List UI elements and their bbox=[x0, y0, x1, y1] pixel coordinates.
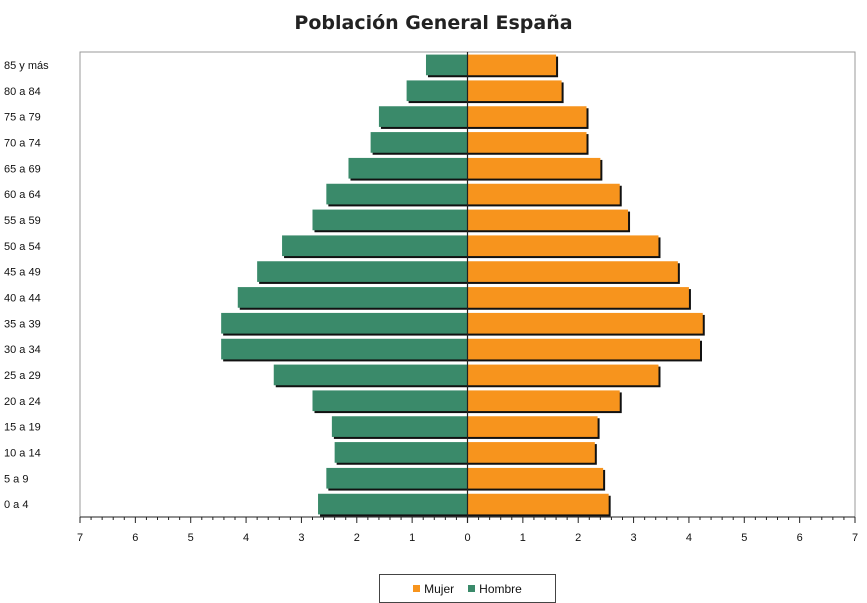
x-tick-label: 7 bbox=[852, 532, 858, 544]
bar-mujer-50-a-54 bbox=[467, 235, 659, 257]
category-label: 65 a 69 bbox=[4, 163, 41, 175]
x-tick-label: 3 bbox=[298, 532, 304, 544]
bar-mujer-20-a-24 bbox=[467, 390, 620, 412]
category-label: 15 a 19 bbox=[4, 422, 41, 434]
x-tick-label: 6 bbox=[797, 532, 803, 544]
x-tick-label: 4 bbox=[243, 532, 249, 544]
x-tick-label: 7 bbox=[77, 532, 83, 544]
bar-mujer-75-a-79 bbox=[467, 106, 587, 127]
bar-mujer-80-a-84 bbox=[467, 80, 562, 102]
bar-mujer-5-a-9 bbox=[467, 467, 604, 489]
bar-hombre-75-a-79 bbox=[378, 106, 468, 127]
x-tick-label: 6 bbox=[132, 532, 138, 544]
category-label: 45 a 49 bbox=[4, 267, 41, 279]
legend-item-mujer: Mujer bbox=[413, 582, 454, 596]
bar-hombre-60-a-64 bbox=[326, 183, 468, 205]
chart-title: Población General España bbox=[294, 12, 573, 34]
x-tick-label: 0 bbox=[464, 532, 470, 544]
x-tick-label: 1 bbox=[520, 532, 526, 544]
x-tick-label: 4 bbox=[686, 532, 692, 544]
bar-hombre-45-a-49 bbox=[257, 261, 468, 282]
legend-item-hombre: Hombre bbox=[468, 582, 522, 596]
bar-hombre-20-a-24 bbox=[312, 390, 468, 412]
bar-hombre-70-a-74 bbox=[370, 132, 468, 153]
bar-mujer-15-a-19 bbox=[467, 416, 598, 437]
bar-hombre-0-a-4 bbox=[318, 493, 468, 515]
legend-label-mujer: Mujer bbox=[424, 581, 455, 596]
bar-mujer-25-a-29 bbox=[467, 364, 659, 386]
bar-mujer-30-a-34 bbox=[467, 338, 700, 360]
legend-swatch-hombre bbox=[468, 585, 476, 592]
bar-mujer-70-a-74 bbox=[467, 132, 587, 153]
category-label: 60 a 64 bbox=[4, 189, 41, 201]
category-label: 85 y más bbox=[4, 60, 49, 72]
category-label: 70 a 74 bbox=[4, 137, 41, 149]
legend-swatch-mujer bbox=[413, 585, 421, 592]
x-tick-label: 3 bbox=[631, 532, 637, 544]
bar-hombre-30-a-34 bbox=[221, 338, 468, 360]
bar-mujer-10-a-14 bbox=[467, 442, 595, 463]
category-label: 35 a 39 bbox=[4, 318, 41, 330]
bar-hombre-85-y-más bbox=[425, 54, 468, 76]
legend-label-hombre: Hombre bbox=[479, 581, 522, 596]
category-label: 80 a 84 bbox=[4, 86, 41, 98]
bar-hombre-50-a-54 bbox=[282, 235, 468, 257]
bar-hombre-10-a-14 bbox=[334, 442, 468, 463]
bar-hombre-5-a-9 bbox=[326, 467, 468, 489]
x-tick-label: 5 bbox=[188, 532, 194, 544]
x-tick-label: 5 bbox=[741, 532, 747, 544]
bar-mujer-40-a-44 bbox=[467, 287, 689, 308]
bar-hombre-35-a-39 bbox=[221, 312, 468, 334]
category-label: 5 a 9 bbox=[4, 473, 28, 485]
category-label: 10 a 14 bbox=[4, 447, 41, 459]
bar-mujer-65-a-69 bbox=[467, 157, 601, 179]
bar-mujer-85-y-más bbox=[467, 54, 557, 76]
bar-hombre-40-a-44 bbox=[237, 287, 468, 308]
legend: Mujer Hombre bbox=[379, 574, 556, 603]
bar-hombre-15-a-19 bbox=[331, 416, 468, 437]
category-label: 75 a 79 bbox=[4, 112, 41, 124]
category-label: 50 a 54 bbox=[4, 241, 41, 253]
bar-mujer-60-a-64 bbox=[467, 183, 620, 205]
bar-mujer-35-a-39 bbox=[467, 312, 703, 334]
bar-mujer-0-a-4 bbox=[467, 493, 609, 515]
bar-hombre-80-a-84 bbox=[406, 80, 468, 102]
category-label: 30 a 34 bbox=[4, 344, 41, 356]
bar-mujer-55-a-59 bbox=[467, 209, 629, 231]
x-tick-label: 1 bbox=[409, 532, 415, 544]
category-label: 20 a 24 bbox=[4, 396, 41, 408]
category-label: 0 a 4 bbox=[4, 499, 28, 511]
bar-hombre-25-a-29 bbox=[273, 364, 468, 386]
x-tick-label: 2 bbox=[575, 532, 581, 544]
bar-hombre-65-a-69 bbox=[348, 157, 468, 179]
bar-mujer-45-a-49 bbox=[467, 261, 678, 282]
category-label: 55 a 59 bbox=[4, 215, 41, 227]
category-label: 40 a 44 bbox=[4, 292, 41, 304]
x-tick-label: 2 bbox=[354, 532, 360, 544]
bar-hombre-55-a-59 bbox=[312, 209, 468, 231]
category-label: 25 a 29 bbox=[4, 370, 41, 382]
